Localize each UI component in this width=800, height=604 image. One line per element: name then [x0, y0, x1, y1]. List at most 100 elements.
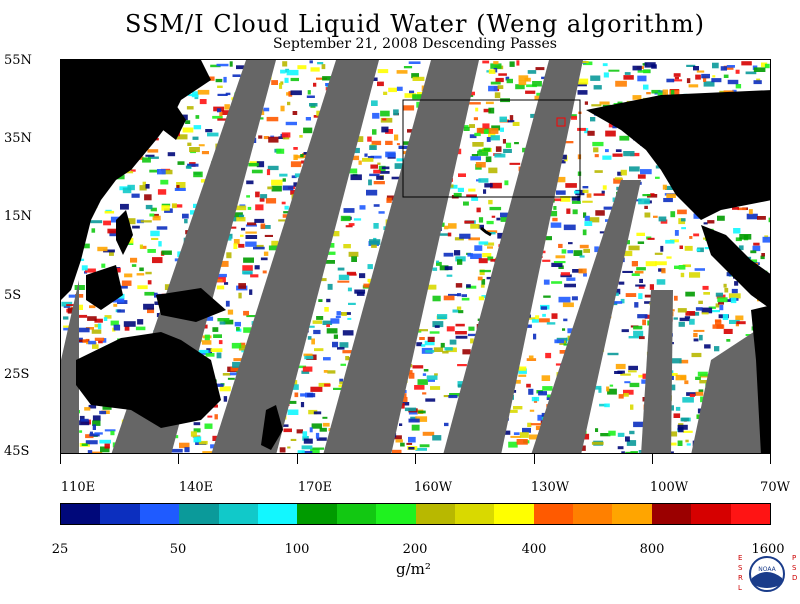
cloud-cell: [368, 180, 372, 186]
cloud-cell: [571, 116, 577, 120]
cloud-cell: [205, 424, 213, 429]
cloud-cell: [444, 226, 448, 230]
cloud-cell: [114, 325, 121, 331]
cloud-cell: [553, 206, 556, 210]
cloud-cell: [248, 207, 252, 210]
cloud-cell: [508, 442, 518, 448]
cloud-cell: [684, 380, 688, 384]
cloud-cell: [685, 292, 695, 297]
cloud-cell: [721, 66, 727, 70]
colorbar-swatch: [691, 504, 730, 524]
cloud-cell: [88, 341, 96, 345]
cloud-cell: [580, 255, 585, 257]
cloud-cell: [302, 445, 313, 449]
cloud-cell: [202, 151, 209, 154]
cloud-cell: [459, 234, 470, 239]
cloud-cell: [122, 281, 132, 286]
cloud-cell: [200, 99, 207, 104]
cloud-cell: [525, 91, 535, 94]
cloud-cell: [643, 85, 649, 90]
cloud-cell: [702, 312, 709, 314]
cloud-cell: [455, 331, 467, 334]
cloud-cell: [220, 322, 226, 325]
cloud-cell: [472, 154, 478, 156]
colorbar-swatch: [337, 504, 376, 524]
cloud-cell: [89, 305, 95, 308]
cloud-cell: [406, 443, 412, 445]
cloud-cell: [254, 219, 264, 223]
cloud-cell: [640, 169, 652, 174]
cloud-cell: [526, 384, 531, 388]
cloud-cell: [91, 220, 103, 223]
cloud-cell: [92, 330, 102, 334]
colorbar-label: 800: [640, 542, 665, 557]
cloud-cell: [314, 348, 323, 351]
cloud-cell: [749, 209, 753, 214]
cloud-cell: [685, 311, 695, 316]
cloud-cell: [747, 214, 758, 220]
cloud-cell: [636, 267, 646, 270]
cloud-cell: [711, 78, 721, 82]
lon-label-170e: 170E: [298, 480, 332, 495]
cloud-cell: [272, 186, 282, 192]
cloud-cell: [712, 75, 715, 77]
cloud-cell: [378, 69, 389, 73]
cloud-cell: [430, 331, 440, 333]
cloud-cell: [542, 386, 552, 391]
colorbar-units: g/m²: [396, 560, 431, 578]
colorbar-swatch: [297, 504, 336, 524]
cloud-cell: [271, 80, 278, 85]
cloud-cell: [681, 273, 685, 277]
cloud-cell: [484, 183, 492, 187]
cloud-cell: [217, 286, 224, 290]
cloud-cell: [724, 288, 728, 293]
cloud-cell: [172, 203, 177, 208]
cloud-cell: [633, 66, 642, 71]
cloud-cell: [238, 293, 241, 299]
cloud-cell: [312, 423, 322, 428]
cloud-cell: [143, 304, 154, 310]
cloud-cell: [330, 318, 339, 323]
cloud-cell: [98, 341, 103, 344]
cloud-cell: [474, 117, 478, 120]
cloud-cell: [334, 335, 338, 339]
cloud-cell: [408, 437, 416, 443]
cloud-cell: [144, 194, 152, 200]
cloud-cell: [681, 418, 689, 422]
cloud-cell: [447, 275, 453, 277]
cloud-cell: [298, 450, 305, 454]
cloud-cell: [376, 176, 383, 180]
cloud-cell: [491, 135, 500, 140]
cloud-cell: [633, 95, 642, 100]
cloud-cell: [532, 397, 539, 401]
cloud-cell: [470, 156, 481, 160]
cloud-cell: [205, 335, 210, 341]
cloud-cell: [124, 274, 132, 278]
cloud-cell: [464, 221, 474, 224]
cloud-cell: [240, 235, 244, 237]
cloud-cell: [551, 281, 562, 284]
cloud-cell: [299, 135, 302, 138]
cloud-cell: [724, 75, 729, 78]
cloud-cell: [104, 317, 108, 321]
cloud-cell: [519, 80, 527, 85]
cloud-cell: [687, 78, 690, 83]
cloud-cell: [99, 440, 111, 444]
cloud-cell: [510, 436, 520, 438]
cloud-cell: [621, 451, 625, 454]
cloud-cell: [765, 64, 770, 68]
cloud-cell: [162, 251, 172, 255]
cloud-cell: [714, 346, 719, 351]
cloud-cell: [629, 431, 634, 434]
cloud-cell: [412, 425, 420, 431]
cloud-cell: [564, 284, 576, 288]
cloud-cell: [454, 250, 460, 255]
cloud-cell: [150, 231, 159, 237]
lon-tick: [652, 454, 653, 464]
cloud-cell: [458, 173, 466, 177]
cloud-cell: [769, 218, 771, 223]
cloud-cell: [137, 273, 145, 275]
cloud-cell: [428, 453, 436, 454]
cloud-cell: [245, 232, 256, 234]
cloud-cell: [638, 198, 650, 204]
